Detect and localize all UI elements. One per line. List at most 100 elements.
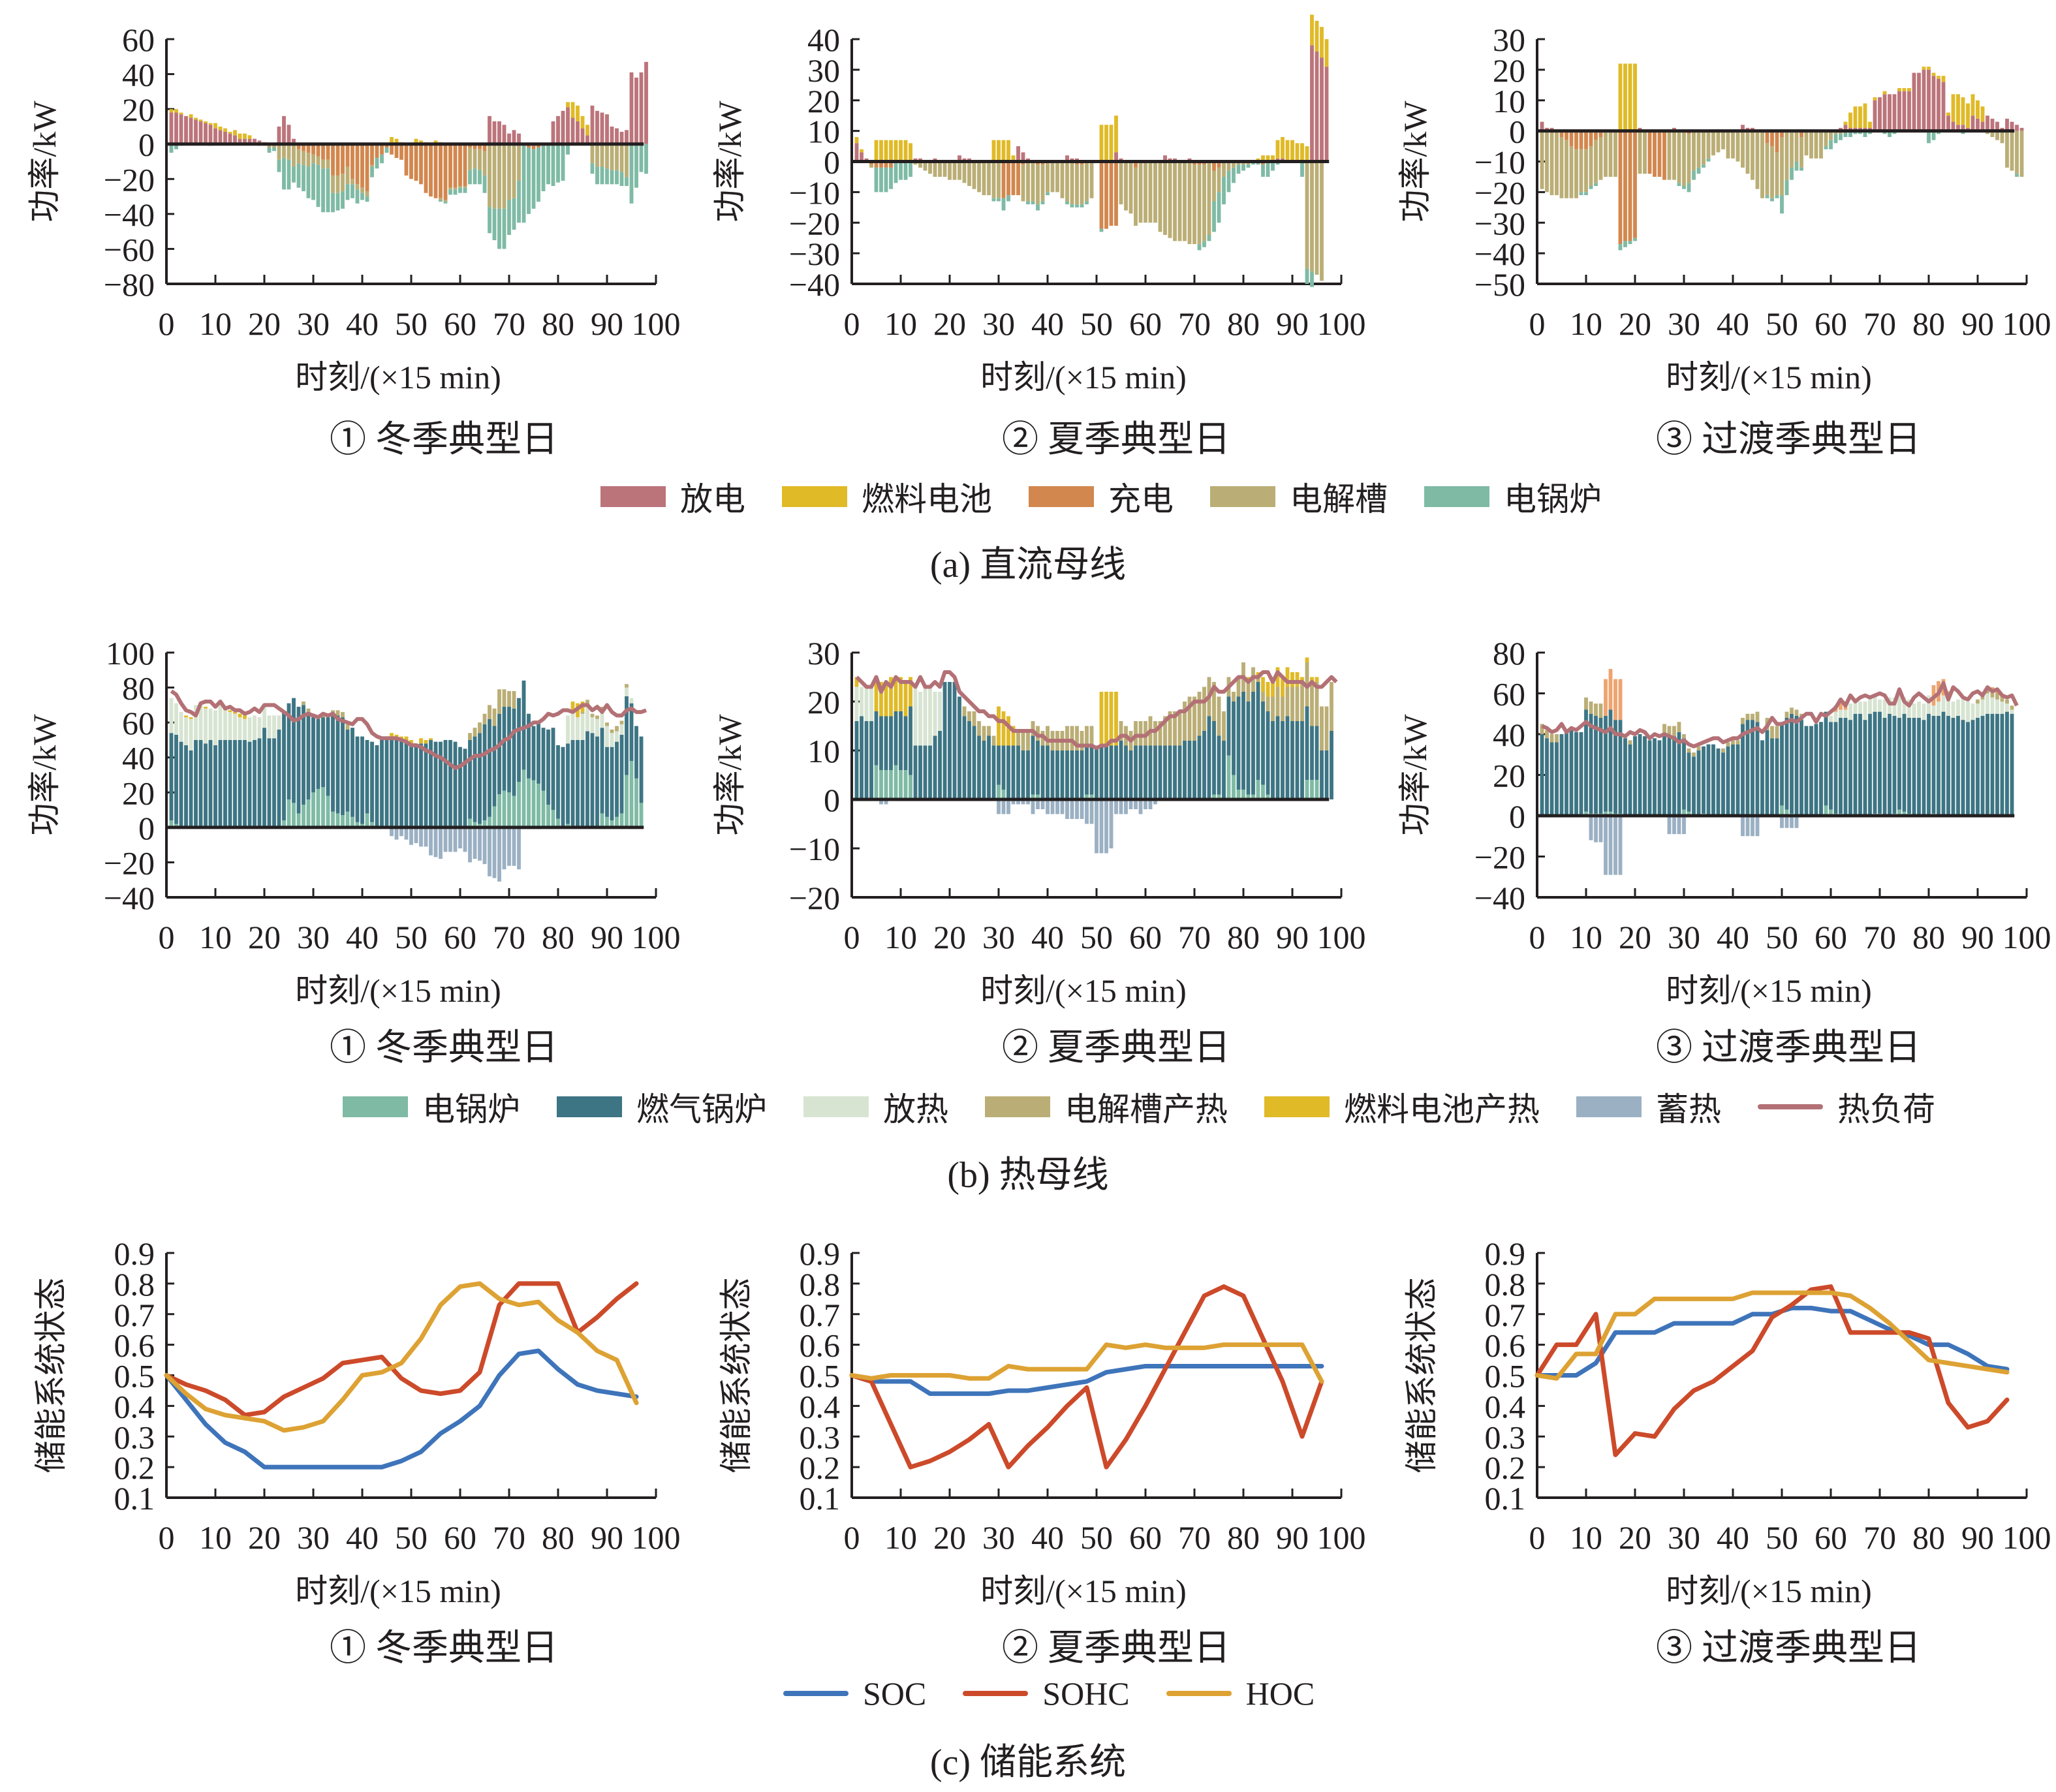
bar-segment-- [238,739,242,827]
bar-segment-- [174,144,178,149]
x-tick-label: 0 [1529,305,1546,342]
bar-segment-- [238,717,242,740]
x-tick-label: 70 [493,1519,525,1556]
chart-storage-winter: 0.1 0.2 0.3 0.4 0.5 0.6 0.7 0.8 0.9 0 10 20 30 40 50 60… [0,1214,685,1609]
bar-segment-- [1207,161,1211,235]
bar-segment-- [458,186,462,188]
bar-segment-- [512,827,516,866]
legend-label: SOC [863,1675,927,1712]
bar-segment-- [531,726,536,780]
bar-segment-- [384,144,389,148]
bar-segment-- [174,703,178,735]
bar-segment-- [194,119,198,144]
bar-segment-- [1662,734,1666,816]
bar-segment-- [556,818,560,827]
y-tick-label: 0.7 [800,1297,841,1333]
bar-segment-- [1232,775,1236,799]
x-tick-label: 100 [1317,305,1366,342]
bar-segment-- [619,813,624,827]
bar-segment-- [1080,164,1084,205]
bar-segment-- [1026,731,1030,750]
bar-segment-- [1266,161,1270,177]
series-line-heat-load [855,670,1338,750]
y-tick-label: −40 [104,880,155,916]
bars [854,14,1329,287]
bar-segment-- [1598,703,1603,718]
bar-segment-- [365,739,369,814]
bar-segment-- [884,682,888,717]
y-tick-label: 0.8 [1485,1266,1526,1303]
bar-segment-- [1790,707,1794,714]
bar-segment-- [497,713,501,794]
bar-segment-- [997,706,1001,746]
bar-segment-- [1765,195,1769,198]
bar-segment-- [213,128,217,144]
bar-segment-- [1794,709,1799,716]
bar-segment-- [952,682,957,799]
bar-segment-- [625,684,629,688]
bar-segment-- [629,698,634,703]
bar-segment-- [365,813,369,827]
bar-segment-- [1011,161,1016,196]
bar-segment-- [1677,816,1681,835]
series-line-sohc [849,1284,1324,1470]
bar-segment-- [889,167,893,189]
bar-segment-- [1702,746,1706,814]
bar-segment-- [1604,715,1608,812]
bar-segment-- [463,749,467,827]
bar-segment-- [1618,63,1623,131]
y-axis-title: 功率/kW [711,100,748,223]
bar-segment-- [1613,679,1617,720]
bar-segment-- [1589,713,1593,814]
chart-heat-bus-transition: −40 −20 0 20 40 60 80 0 10 20 30 40 50 60 70 80 90 100 功率/… [1371,613,2056,1009]
bar-segment-- [223,710,227,740]
x-tick-label: 70 [1863,305,1896,342]
bar-segment-- [585,731,589,827]
bar-segment-- [1647,131,1652,174]
x-tick-label: 70 [1178,1519,1211,1556]
bar-segment-- [1016,731,1020,746]
bar-segment-- [1212,682,1216,721]
bar-segment-- [1687,183,1691,193]
bar-segment-- [874,161,879,168]
bar-segment-- [1907,699,1911,718]
bar-segment-- [1330,682,1333,731]
bar-segment-- [1310,677,1314,682]
bar-segment-- [1197,735,1202,799]
bar-segment-- [860,152,864,162]
bar-segment-- [492,208,497,241]
bar-segment-- [1980,106,1985,122]
bar-segment-- [1065,750,1069,799]
bar-segment-- [1065,155,1069,162]
bar-segment-- [982,161,986,196]
bar-segment-- [463,827,467,852]
bar-segment-- [390,739,394,827]
bar-segment-- [1055,161,1059,193]
bar-segment-- [306,708,311,713]
bar-segment-- [443,144,448,200]
y-tick-label: −20 [104,161,155,198]
bar-segment-- [1922,67,1926,70]
bar-segment-- [991,161,996,198]
y-tick-label: −40 [1474,236,1525,272]
bar-segment-- [1995,121,1999,131]
bar-segment-- [1271,696,1275,721]
bar-segment-- [874,140,879,162]
bar-segment-- [879,716,883,770]
bar-segment-- [311,792,315,827]
bar-segment-- [1902,811,1907,816]
bar-segment-- [1574,131,1578,149]
bar-segment-- [482,175,487,193]
bar-segment-- [1780,131,1784,137]
x-tick-label: 70 [493,919,525,955]
bar-segment-- [1780,816,1784,828]
series-line-hoc [164,1281,639,1433]
bar-segment-- [399,827,403,837]
bar-segment-- [497,208,501,249]
bar-segment-- [287,703,291,799]
bar-segment-- [507,690,511,707]
bar-segment-- [1099,228,1104,232]
bar-segment-- [1833,134,1838,144]
